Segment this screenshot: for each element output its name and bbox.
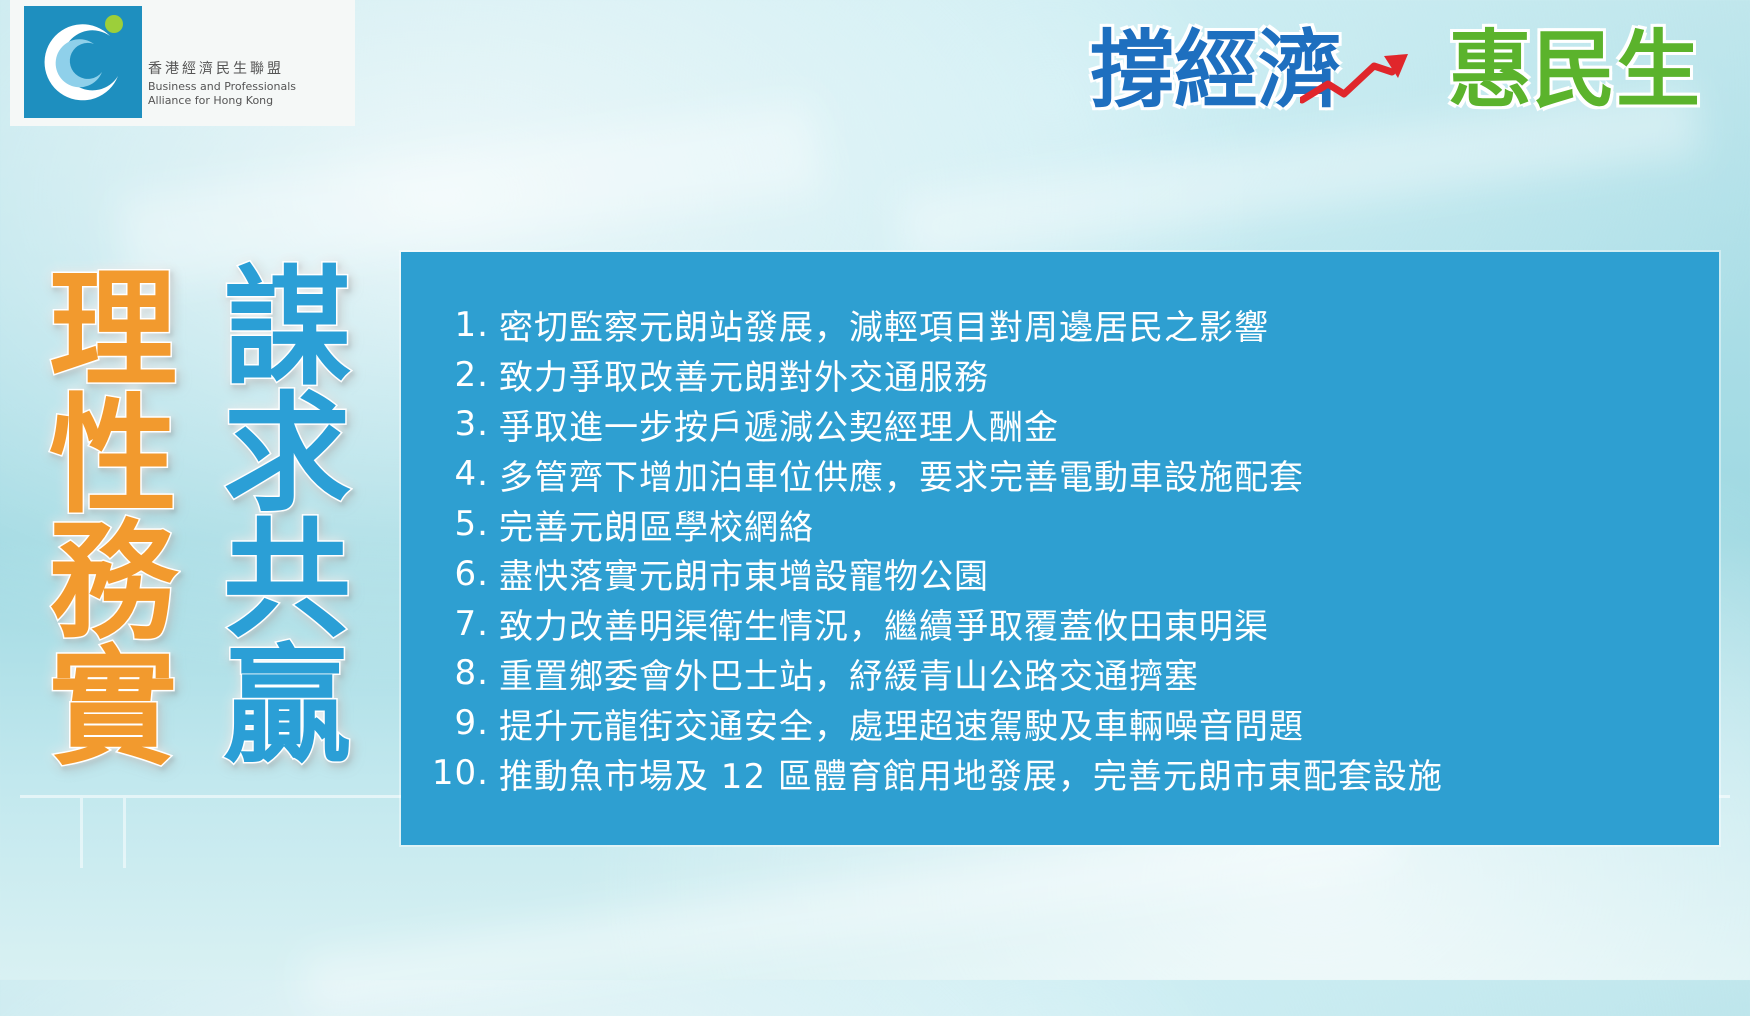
item-text: 推動魚市場及 12 區體育館用地發展，完善元朗市東配套設施 (499, 756, 1443, 797)
item-text: 致力爭取改善元朗對外交通服務 (499, 358, 989, 399)
item-text: 爭取進一步按戶遞減公契經理人酬金 (499, 407, 1059, 448)
item-text: 完善元朗區學校網絡 (499, 507, 814, 548)
logo-name-en-line1: Business and Professionals (148, 80, 297, 93)
logo-text: 香港經濟民生聯盟 Business and Professionals Alli… (148, 58, 353, 108)
trend-up-arrow-icon (1300, 54, 1408, 104)
list-item: 2. 致力爭取改善元朗對外交通服務 (419, 350, 1709, 400)
item-number: 10. (431, 753, 489, 794)
item-number: 9. (454, 703, 489, 744)
item-number: 3. (454, 404, 489, 445)
item-text: 重置鄉委會外巴士站，紓緩青山公路交通擠塞 (499, 656, 1199, 697)
slogan-part2: 惠民生 (1448, 21, 1701, 119)
item-text: 致力改善明渠衛生情況，繼續爭取覆蓋攸田東明渠 (499, 607, 1269, 648)
organization-logo: 香港經濟民生聯盟 Business and Professionals Alli… (10, 0, 355, 126)
item-text: 密切監察元朗站發展，減輕項目對周邊居民之影響 (499, 308, 1269, 349)
list-item: 6. 盡快落實元朗市東增設寵物公園 (419, 549, 1709, 599)
list-item: 3. 爭取進一步按戶遞減公契經理人酬金 (419, 400, 1709, 450)
logo-name-en-line2: Alliance for Hong Kong (148, 94, 274, 107)
pledge-panel: 1. 密切監察元朗站發展，減輕項目對周邊居民之影響 2. 致力爭取改善元朗對外交通服… (401, 252, 1719, 845)
pledge-list: 1. 密切監察元朗站發展，減輕項目對周邊居民之影響 2. 致力爭取改善元朗對外交通服… (419, 300, 1709, 798)
item-number: 8. (454, 653, 489, 694)
item-number: 6. (454, 553, 489, 594)
list-item: 5. 完善元朗區學校網絡 (419, 499, 1709, 549)
item-number: 5. (454, 504, 489, 545)
item-number: 7. (454, 603, 489, 644)
logo-name-zh: 香港經濟民生聯盟 (148, 61, 284, 77)
item-text: 盡快落實元朗市東增設寵物公園 (499, 557, 989, 598)
title-rational-pragmatic: 理性務實 (47, 256, 178, 783)
list-item: 1. 密切監察元朗站發展，減輕項目對周邊居民之影響 (419, 300, 1709, 350)
item-text: 多管齊下增加泊車位供應，要求完善電動車設施配套 (499, 457, 1304, 498)
bpa-logo-mark (24, 6, 142, 118)
item-number: 1. (454, 304, 489, 345)
list-item: 7. 致力改善明渠衛生情況，繼續爭取覆蓋攸田東明渠 (419, 599, 1709, 649)
list-item: 4. 多管齊下增加泊車位供應，要求完善電動車設施配套 (419, 449, 1709, 499)
list-item: 10. 推動魚市場及 12 區體育館用地發展，完善元朗市東配套設施 (419, 748, 1709, 798)
list-item: 8. 重置鄉委會外巴士站，紓緩青山公路交通擠塞 (419, 649, 1709, 699)
list-item: 9. 提升元龍街交通安全，處理超速駕駛及車輛噪音問題 (419, 698, 1709, 748)
item-number: 4. (454, 454, 489, 495)
item-number: 2. (454, 354, 489, 395)
title-win-win: 謀求共贏 (221, 254, 352, 781)
item-text: 提升元龍街交通安全，處理超速駕駛及車輛噪音問題 (499, 706, 1304, 747)
